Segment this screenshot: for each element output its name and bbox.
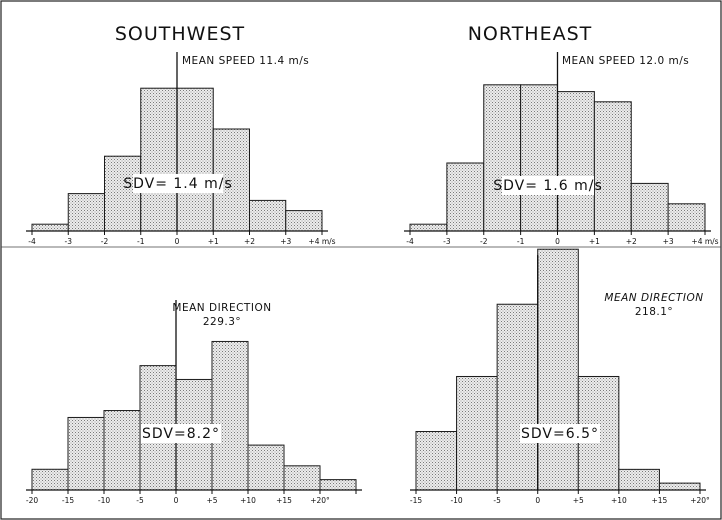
- histogram-bar: [31, 468, 69, 491]
- x-tick-label: +4 m/s: [691, 237, 718, 246]
- x-tick-label: +20°: [310, 496, 330, 505]
- sdv-label-background: [520, 424, 600, 443]
- heading-southwest: SOUTHWEST: [115, 23, 245, 45]
- mean-label-title: MEAN DIRECTION: [172, 302, 271, 314]
- histogram-bar: [496, 303, 539, 491]
- heading-northeast: NORTHEAST: [468, 23, 593, 45]
- histogram-bar: [31, 223, 69, 232]
- histogram-bar: [520, 84, 558, 232]
- sdv-label-background: [141, 424, 221, 443]
- x-tick-label: -3: [65, 237, 73, 246]
- sdv-label-background: [502, 176, 594, 195]
- x-tick-label: +1: [589, 237, 600, 246]
- x-tick-label: -1: [137, 237, 145, 246]
- mean-label-value: 229.3°: [203, 316, 241, 328]
- histogram-bar: [446, 162, 485, 232]
- mean-label: MEAN SPEED 12.0 m/s: [562, 55, 689, 67]
- histogram-bar: [409, 223, 448, 232]
- x-tick-label: +2: [626, 237, 637, 246]
- x-tick-label: -5: [136, 496, 144, 505]
- x-tick-label: +5: [573, 496, 584, 505]
- x-tick-label: 0: [535, 496, 540, 505]
- x-tick-label: -4: [28, 237, 36, 246]
- x-tick-label: +3: [663, 237, 674, 246]
- histogram-bar: [667, 203, 706, 232]
- x-tick-label: +1: [208, 237, 219, 246]
- sdv-label: SDV= 1.4 m/s: [123, 176, 233, 192]
- mean-label: MEAN SPEED 11.4 m/s: [182, 55, 309, 67]
- x-tick-label: 0: [174, 496, 179, 505]
- histogram-bar: [67, 416, 105, 491]
- histogram-bar: [483, 84, 522, 232]
- histogram-bar: [618, 468, 660, 491]
- histogram-bar: [537, 248, 579, 491]
- histogram-bar: [285, 210, 323, 232]
- histogram-bar: [104, 155, 142, 232]
- x-tick-label: -4: [406, 237, 414, 246]
- northeast-speed-histogram: -4 -3 -2 -1 0 +1 +2 +3 +4 m/s MEAN SPEED 12.0 m/s…: [404, 52, 719, 246]
- histogram-bar: [247, 444, 285, 491]
- x-tick-label: +3: [280, 237, 291, 246]
- sdv-label: SDV=6.5°: [521, 426, 599, 442]
- x-tick-label: -20: [26, 496, 38, 505]
- x-tick-label: -2: [480, 237, 488, 246]
- x-tick-label: 0: [175, 237, 180, 246]
- x-tick-label: +15: [652, 496, 668, 505]
- x-tick-label: -2: [101, 237, 109, 246]
- x-tick-label: 0: [555, 237, 560, 246]
- histogram-bar: [211, 340, 249, 491]
- x-tick-label: -1: [517, 237, 525, 246]
- x-tick-label: -15: [410, 496, 422, 505]
- southwest-speed-histogram: -4 -3 -2 -1 0 +1 +2 +3 +4 m/s MEAN SPEED 11.4 m/s…: [26, 52, 336, 246]
- histogram-bar: [319, 479, 357, 491]
- x-tick-label: +10: [240, 496, 256, 505]
- histogram-bar: [103, 410, 141, 491]
- histogram-bar: [415, 431, 458, 491]
- x-tick-label: +10: [611, 496, 627, 505]
- x-tick-label: -5: [493, 496, 501, 505]
- x-tick-label: +5: [206, 496, 217, 505]
- x-tick-label: +20°: [690, 496, 710, 505]
- histogram-bar: [658, 482, 701, 491]
- histogram-bar: [456, 375, 498, 491]
- histogram-bar: [630, 182, 669, 232]
- sdv-label: SDV=8.2°: [142, 426, 220, 442]
- histogram-bar: [557, 91, 595, 232]
- mean-label-value: 218.1°: [635, 306, 673, 318]
- x-tick-label: -10: [98, 496, 110, 505]
- x-tick-label: -15: [62, 496, 74, 505]
- histogram-bar: [67, 193, 105, 232]
- histogram-bar: [140, 87, 178, 232]
- x-tick-label: +4 m/s: [308, 237, 335, 246]
- histogram-bar: [176, 87, 214, 232]
- sdv-label-background: [133, 174, 223, 193]
- sdv-label: SDV= 1.6 m/s: [493, 178, 603, 194]
- x-tick-label: -3: [443, 237, 451, 246]
- northeast-direction-histogram: -15 -10 -5 0 +5 +10 +15 +20° MEAN DIRECTION 218.1…: [410, 248, 710, 505]
- histogram-bar: [283, 465, 321, 491]
- x-tick-label: +15: [276, 496, 292, 505]
- histogram-bar: [249, 199, 287, 232]
- histogram-bar: [593, 101, 632, 232]
- x-tick-label: +2: [244, 237, 255, 246]
- x-tick-label: -10: [450, 496, 462, 505]
- southwest-direction-histogram: -20 -15 -10 -5 0 +5 +10 +15 +20° MEAN DIRECTION 22…: [26, 300, 362, 505]
- mean-label-title: MEAN DIRECTION: [604, 292, 703, 304]
